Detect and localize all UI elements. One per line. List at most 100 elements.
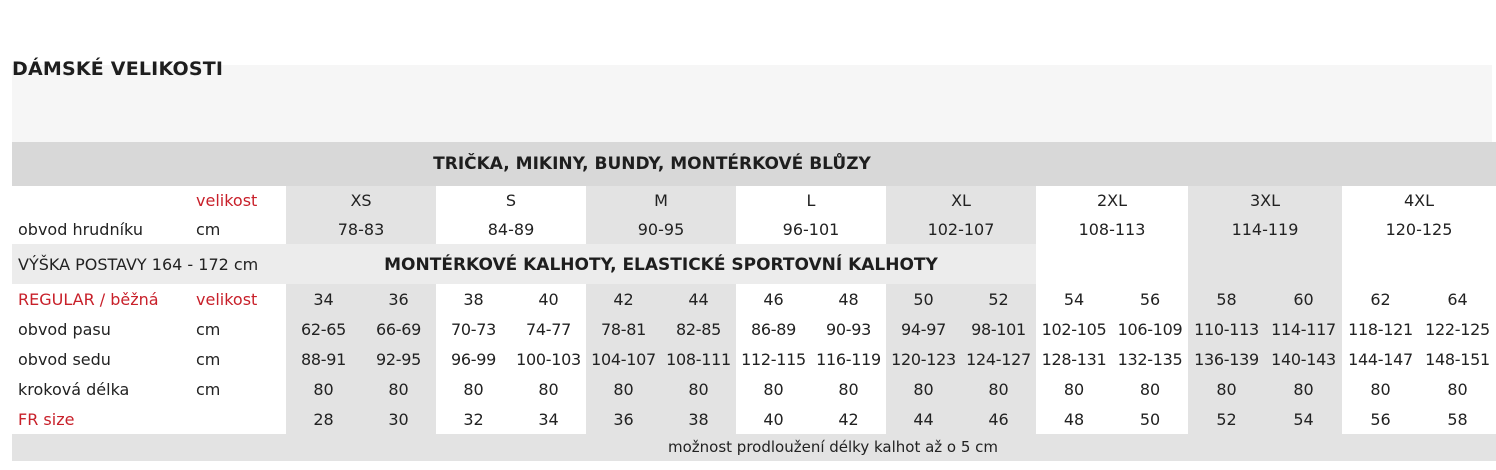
size-cell: L: [736, 186, 886, 214]
hip-cell: 88-91: [286, 344, 361, 374]
waist-cell: 110-113: [1188, 314, 1265, 344]
height-label: VÝŠKA POSTAVY 164 - 172 cm: [12, 244, 286, 284]
section2-title: MONTÉRKOVÉ KALHOTY, ELASTICKÉ SPORTOVNÍ …: [384, 255, 938, 275]
pant-size-cell: 36: [361, 284, 436, 314]
section1-title: TRIČKA, MIKINY, BUNDY, MONTÉRKOVÉ BLŮZY: [433, 154, 871, 174]
hip-cell: 144-147: [1342, 344, 1419, 374]
inseam-cell: 80: [586, 374, 661, 404]
hip-cell: 92-95: [361, 344, 436, 374]
size-cell: XS: [286, 186, 436, 214]
hip-cell: 132-135: [1112, 344, 1188, 374]
footnote-row: možnost prodloužení délky kalhot až o 5 …: [12, 434, 1496, 461]
pant-size-cell: 58: [1188, 284, 1265, 314]
title-band: [12, 65, 1492, 142]
hip-cell: 124-127: [961, 344, 1036, 374]
regular-label: REGULAR / běžná: [12, 284, 194, 314]
pant-size-cell: 40: [511, 284, 586, 314]
chest-unit: cm: [194, 214, 286, 244]
inseam-cell: 80: [361, 374, 436, 404]
pant-size-cell: 44: [661, 284, 736, 314]
chest-cell: 108-113: [1036, 214, 1188, 244]
waist-cell: 106-109: [1112, 314, 1188, 344]
hip-cell: 104-107: [586, 344, 661, 374]
hip-cell: 108-111: [661, 344, 736, 374]
pant-size-cell: 54: [1036, 284, 1112, 314]
fr-size-cell: 32: [436, 404, 511, 434]
fr-size-cell: 44: [886, 404, 961, 434]
pant-size-cell: 46: [736, 284, 811, 314]
waist-cell: 90-93: [811, 314, 886, 344]
waist-cell: 66-69: [361, 314, 436, 344]
hip-label: obvod sedu: [12, 344, 194, 374]
hip-cell: 96-99: [436, 344, 511, 374]
waist-cell: 98-101: [961, 314, 1036, 344]
waist-cell: 114-117: [1265, 314, 1342, 344]
hip-unit: cm: [194, 344, 286, 374]
waist-cell: 118-121: [1342, 314, 1419, 344]
waist-cell: 86-89: [736, 314, 811, 344]
inseam-cell: 80: [961, 374, 1036, 404]
fr-size-cell: 52: [1188, 404, 1265, 434]
inseam-cell: 80: [886, 374, 961, 404]
inseam-cell: 80: [436, 374, 511, 404]
size-cell: S: [436, 186, 586, 214]
chest-label: obvod hrudníku: [12, 214, 194, 244]
hip-cell: 116-119: [811, 344, 886, 374]
pant-size-cell: 38: [436, 284, 511, 314]
pant-size-cell: 62: [1342, 284, 1419, 314]
section1-size-row: velikost XS S M L XL 2XL 3XL 4XL: [12, 186, 1496, 214]
chest-cell: 78-83: [286, 214, 436, 244]
fr-size-cell: 42: [811, 404, 886, 434]
hip-cell: 136-139: [1188, 344, 1265, 374]
fr-size-label: FR size: [12, 404, 194, 434]
fr-size-cell: 36: [586, 404, 661, 434]
fr-size-cell: 46: [961, 404, 1036, 434]
fr-size-cell: 58: [1419, 404, 1496, 434]
waist-cell: 62-65: [286, 314, 361, 344]
size-cell: M: [586, 186, 736, 214]
waist-row: obvod pasu cm 62-65 66-69 70-73 74-77 78…: [12, 314, 1496, 344]
footnote: možnost prodloužení délky kalhot až o 5 …: [668, 438, 999, 456]
inseam-row: kroková délka cm 80 80 80 80 80 80 80 80…: [12, 374, 1496, 404]
inseam-cell: 80: [661, 374, 736, 404]
pant-size-cell: 34: [286, 284, 361, 314]
pant-size-cell: 52: [961, 284, 1036, 314]
fr-size-cell: 54: [1265, 404, 1342, 434]
chest-cell: 114-119: [1188, 214, 1342, 244]
chest-cell: 90-95: [586, 214, 736, 244]
pant-size-cell: 56: [1112, 284, 1188, 314]
waist-cell: 122-125: [1419, 314, 1496, 344]
pant-size-cell: 50: [886, 284, 961, 314]
hip-cell: 112-115: [736, 344, 811, 374]
inseam-unit: cm: [194, 374, 286, 404]
inseam-cell: 80: [1112, 374, 1188, 404]
section1-title-row: TRIČKA, MIKINY, BUNDY, MONTÉRKOVÉ BLŮZY: [12, 142, 1496, 186]
hip-cell: 100-103: [511, 344, 586, 374]
hip-row: obvod sedu cm 88-91 92-95 96-99 100-103 …: [12, 344, 1496, 374]
section2-title-row: VÝŠKA POSTAVY 164 - 172 cm MONTÉRKOVÉ KA…: [12, 244, 1496, 284]
chest-cell: 96-101: [736, 214, 886, 244]
waist-cell: 82-85: [661, 314, 736, 344]
inseam-cell: 80: [1342, 374, 1419, 404]
size-chart-table: TRIČKA, MIKINY, BUNDY, MONTÉRKOVÉ BLŮZY …: [12, 142, 1496, 461]
pant-size-cell: 60: [1265, 284, 1342, 314]
fr-size-cell: 28: [286, 404, 361, 434]
chest-cell: 84-89: [436, 214, 586, 244]
hip-cell: 120-123: [886, 344, 961, 374]
size-row-label: velikost: [194, 186, 286, 214]
waist-cell: 78-81: [586, 314, 661, 344]
fr-size-cell: 40: [736, 404, 811, 434]
inseam-cell: 80: [811, 374, 886, 404]
inseam-cell: 80: [736, 374, 811, 404]
size-row-label-2: velikost: [194, 284, 286, 314]
fr-size-cell: 30: [361, 404, 436, 434]
inseam-label: kroková délka: [12, 374, 194, 404]
pant-size-cell: 64: [1419, 284, 1496, 314]
fr-size-cell: 34: [511, 404, 586, 434]
waist-cell: 70-73: [436, 314, 511, 344]
fr-size-cell: 50: [1112, 404, 1188, 434]
waist-cell: 102-105: [1036, 314, 1112, 344]
hip-cell: 140-143: [1265, 344, 1342, 374]
waist-cell: 94-97: [886, 314, 961, 344]
chest-row: obvod hrudníku cm 78-83 84-89 90-95 96-1…: [12, 214, 1496, 244]
